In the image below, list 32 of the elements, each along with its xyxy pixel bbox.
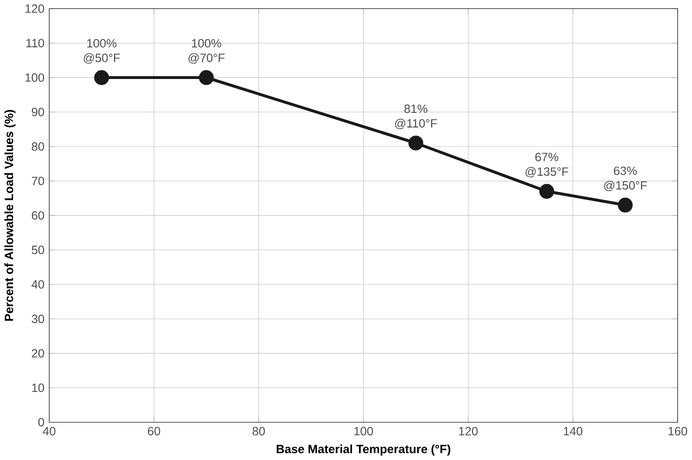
annotation: 100% @70°F [188, 39, 225, 64]
y-tick-label: 10 [32, 384, 44, 392]
y-tick-label: 110 [26, 38, 44, 48]
y-tick-label: 120 [26, 4, 44, 13]
y-tick-label: 0 [38, 418, 44, 426]
y-tick-label: 70 [32, 176, 44, 186]
annotation: 63% @150°F [604, 166, 647, 192]
x-tick-label: 120 [459, 426, 478, 436]
point [198, 70, 214, 85]
y-axis-title: Percent of Allowable Load Values (%) [4, 110, 16, 321]
x-tick-label: 80 [252, 426, 265, 436]
annotation: 67% @135°F [526, 152, 568, 178]
y-tick-label: 30 [32, 314, 44, 324]
y-tick-label: 90 [32, 108, 44, 116]
x-tick-label: 160 [668, 426, 688, 436]
y-tick-label: 80 [32, 142, 44, 151]
x-tick-label: 60 [148, 426, 160, 436]
y-tick-label: 100 [26, 73, 44, 82]
y-tick-label: 20 [32, 349, 44, 358]
x-axis-title: Base Material Temperature (°F) [276, 444, 450, 456]
x-tick-label: 140 [564, 426, 582, 436]
point [539, 184, 554, 199]
y-tick-label: 50 [32, 246, 44, 254]
annotation: 100% @50°F [84, 39, 120, 64]
point [408, 136, 424, 150]
y-tick-label: 60 [32, 211, 44, 220]
point [618, 198, 633, 213]
point [94, 70, 110, 85]
x-tick-label: 40 [42, 426, 56, 436]
y-tick-label: 40 [32, 280, 44, 289]
x-tick-label: 100 [354, 426, 373, 436]
annotation: 81% @110°F [395, 104, 437, 130]
